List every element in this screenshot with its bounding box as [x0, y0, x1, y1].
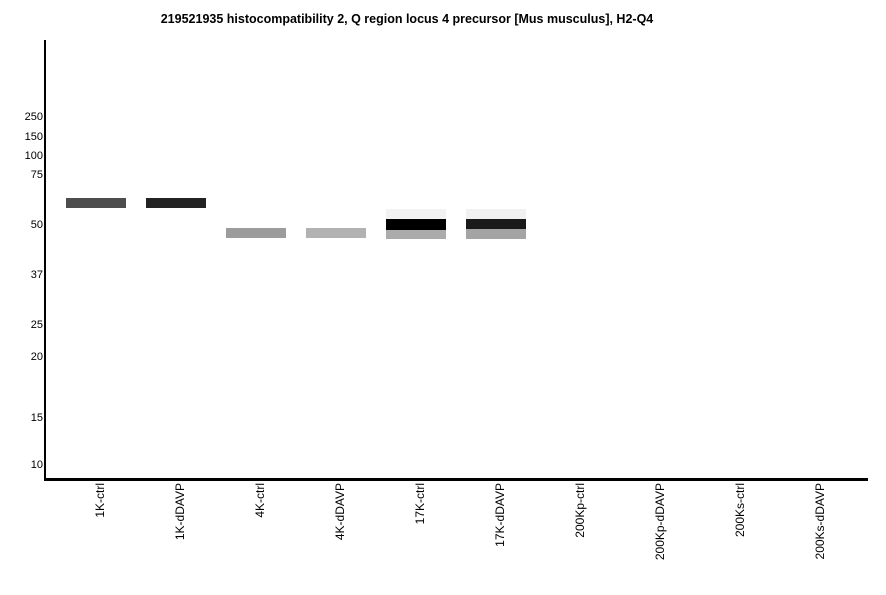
mw-marker-label: 100 — [24, 150, 43, 162]
mw-marker-label: 250 — [24, 111, 43, 123]
plot-axes-frame — [44, 40, 868, 481]
protein-band — [386, 209, 446, 219]
protein-band — [146, 198, 206, 208]
protein-band — [466, 209, 526, 219]
mw-marker-label: 37 — [30, 269, 43, 281]
mw-marker-label: 10 — [30, 459, 43, 471]
mw-marker-label: 25 — [30, 319, 43, 331]
protein-band — [466, 229, 526, 239]
mw-marker-label: 15 — [30, 412, 43, 424]
lane-label: 4K-dDAVP — [333, 483, 347, 541]
lane-label: 200Ks-dDAVP — [813, 483, 827, 560]
protein-band — [306, 228, 366, 238]
protein-band — [386, 230, 446, 239]
protein-band — [466, 219, 526, 229]
lane-label: 17K-dDAVP — [493, 483, 507, 547]
chart-title: 219521935 histocompatibility 2, Q region… — [160, 12, 654, 26]
lane-label: 200Ks-ctrl — [733, 483, 747, 538]
mw-marker-label: 20 — [30, 351, 43, 363]
lane-label: 200Kp-ctrl — [573, 483, 587, 538]
lane-label: 1K-dDAVP — [173, 483, 187, 541]
mw-marker-label: 75 — [30, 169, 43, 181]
lane-label: 4K-ctrl — [253, 483, 267, 518]
mw-marker-label: 50 — [30, 219, 43, 231]
protein-band — [226, 228, 286, 238]
mw-marker-label: 150 — [24, 131, 43, 143]
protein-band — [386, 219, 446, 230]
lane-label: 1K-ctrl — [93, 483, 107, 518]
protein-band — [66, 198, 126, 208]
lane-label: 200Kp-dDAVP — [653, 483, 667, 561]
lane-label: 17K-ctrl — [413, 483, 427, 525]
